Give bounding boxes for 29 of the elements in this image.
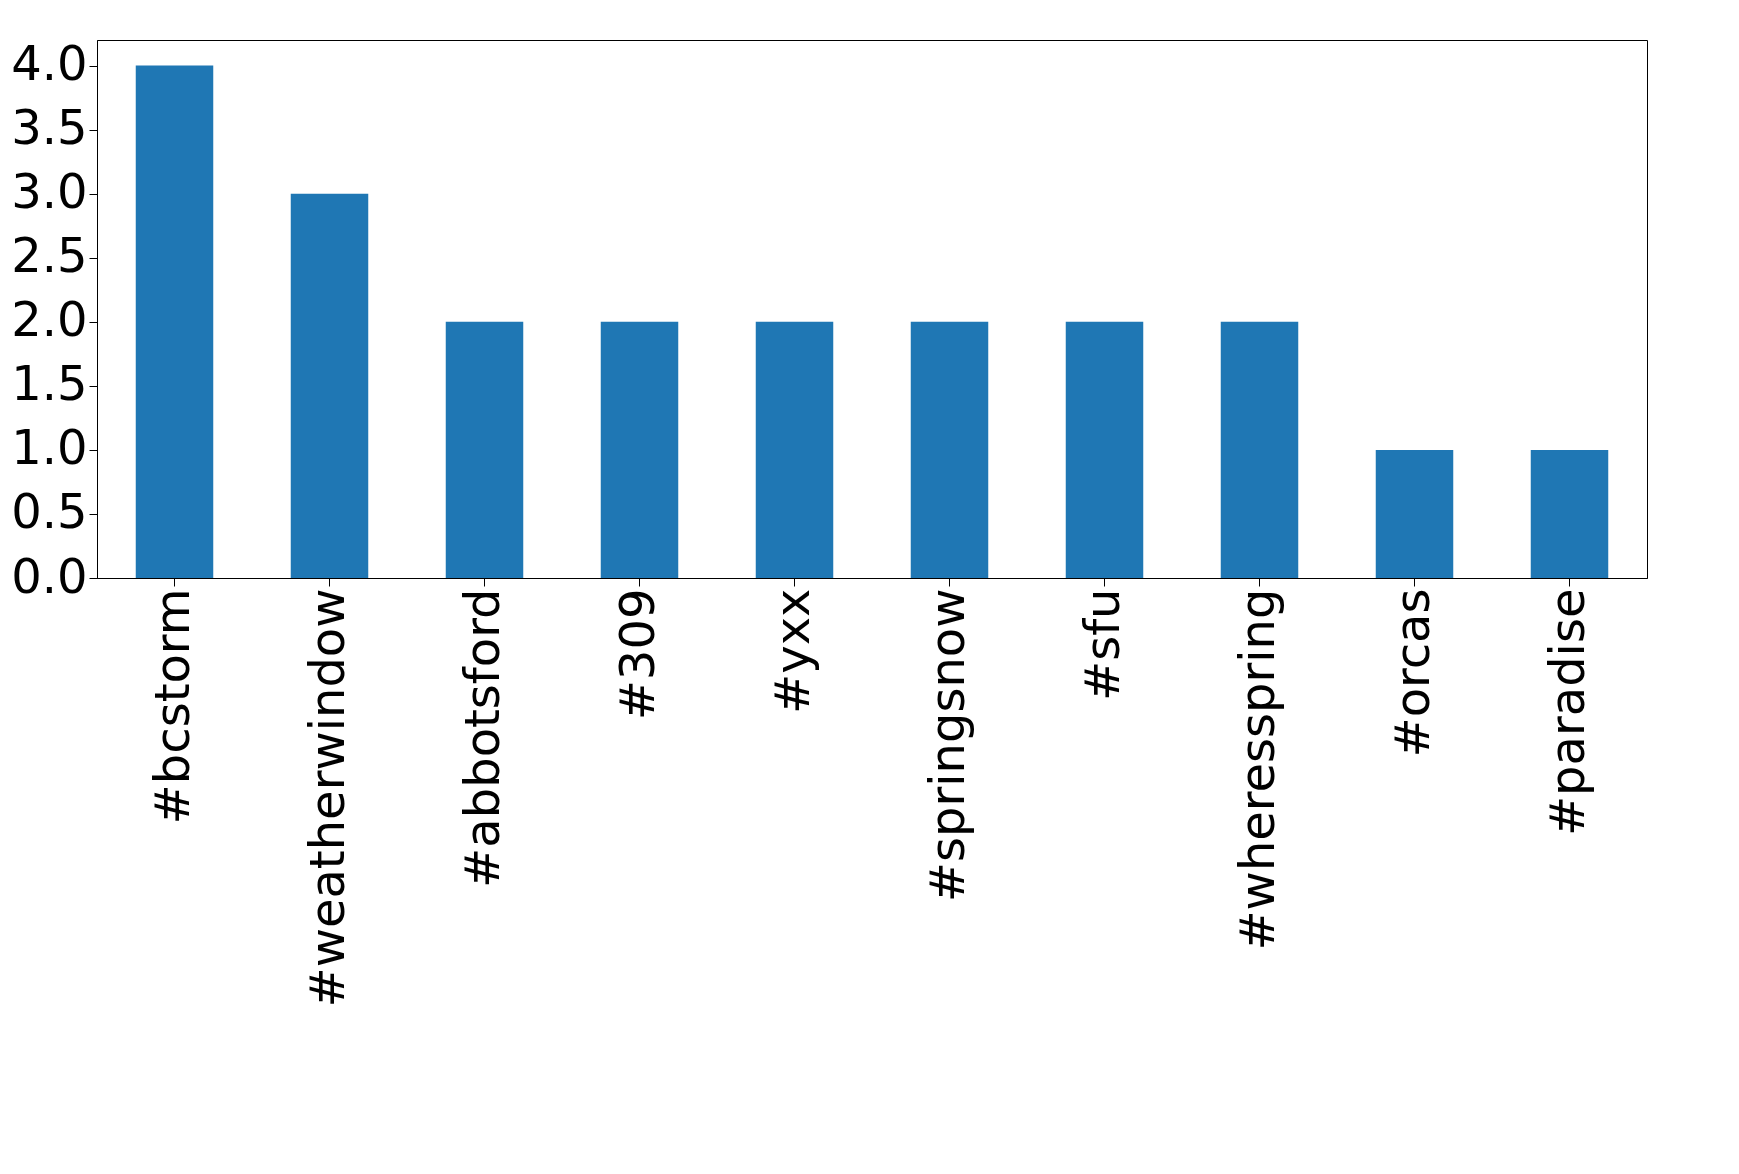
y-tick-label: 2.0 xyxy=(11,291,88,348)
bar xyxy=(135,65,214,578)
x-tick-label: #309 xyxy=(608,588,665,721)
x-tick-label: #sfu xyxy=(1073,588,1130,702)
y-tick-label: 3.0 xyxy=(11,163,88,220)
bar xyxy=(445,321,524,578)
bar xyxy=(755,321,834,578)
bar xyxy=(910,321,989,578)
x-tick-label: #abbotsford xyxy=(453,588,510,888)
bar xyxy=(290,193,369,578)
y-tick-label: 2.5 xyxy=(11,227,88,284)
x-tick-label: #yxx xyxy=(763,588,820,714)
x-tick-label: #springsnow xyxy=(918,588,975,903)
y-tick-label: 1.0 xyxy=(11,419,88,476)
bar xyxy=(1220,321,1299,578)
x-tick-label: #orcas xyxy=(1383,588,1440,758)
x-tick-label: #bcstorm xyxy=(143,588,200,825)
bar xyxy=(1375,449,1454,578)
y-tick-label: 4.0 xyxy=(11,35,88,92)
y-tick-label: 0.5 xyxy=(11,483,88,540)
y-tick-label: 1.5 xyxy=(11,355,88,412)
x-tick-label: #paradise xyxy=(1538,588,1595,837)
bar xyxy=(1530,449,1609,578)
bar xyxy=(600,321,679,578)
bar xyxy=(1065,321,1144,578)
x-tick-label: #weatherwindow xyxy=(298,588,355,1008)
x-tick-label: #wheresspring xyxy=(1228,588,1285,951)
y-tick-label: 3.5 xyxy=(11,99,88,156)
y-tick-label: 0.0 xyxy=(11,547,88,604)
